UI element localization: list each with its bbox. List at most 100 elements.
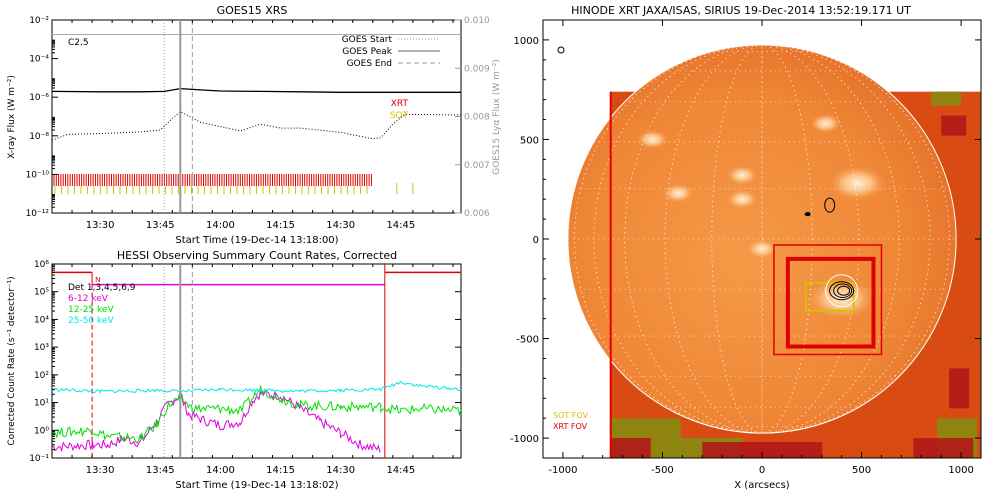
- bright-region: [746, 239, 778, 259]
- hessi-xtick-label: 13:45: [146, 465, 175, 476]
- goes-y2tick-label: 0.006: [464, 209, 490, 219]
- goes-y2tick-label: 0.009: [464, 64, 490, 74]
- xrt-ytick-label: 1000: [514, 36, 539, 47]
- goes-xtick-label: 13:30: [86, 220, 115, 231]
- hessi-xtick-label: 14:00: [206, 465, 235, 476]
- grid-longitude: [574, 44, 950, 434]
- corner-patch: [913, 438, 974, 458]
- goes-ylabel-right: GOES15 Lyα Flux (W m⁻²): [492, 59, 502, 175]
- corner-patch: [610, 438, 651, 458]
- goes-sot-obs-marks: [54, 183, 414, 194]
- hessi-event-markers: [163, 264, 193, 458]
- hessi-x-ticks: 13:30 13:45 14:00 14:15 14:30 14:45: [71, 264, 454, 476]
- hessi-xtick-label: 14:45: [386, 465, 415, 476]
- bright-region: [810, 113, 842, 134]
- hessi-xtick-label: 14:15: [266, 465, 295, 476]
- hessi-ylabel: Corrected Count Rate (s⁻¹ detector⁻¹): [7, 276, 17, 445]
- corner-patch: [702, 442, 823, 458]
- hessi-legend-12-25: 12-25 keV: [68, 305, 114, 315]
- hessi-night-label: N: [95, 276, 100, 284]
- legend-sot-fov: SOT FOV: [553, 411, 589, 420]
- solar-limb: [567, 44, 957, 434]
- goes-legend: GOES Start GOES Peak GOES End XRT SOT: [342, 35, 440, 121]
- hessi-legend-25-50: 25-50 keV: [68, 316, 114, 326]
- goes-y2tick-label: 0.007: [464, 161, 490, 171]
- xrt-ytick-label: -1000: [510, 434, 539, 445]
- hessi-series-line: [51, 388, 381, 453]
- xrt-xtick-label: -500: [651, 465, 674, 476]
- xrt-fov-box: [773, 244, 883, 356]
- image-corner-artifacts: [610, 91, 978, 458]
- xrt-y-ticks: 1000 500 0 -500 -1000: [510, 36, 981, 445]
- xrt-panel: HINODE XRT JAXA/ISAS, SIRIUS 19-Dec-2014…: [510, 4, 982, 491]
- goes-xtick-label: 13:45: [146, 220, 175, 231]
- flare-contour: [829, 281, 855, 301]
- goes-xlabel: Start Time (19-Dec-14 13:18:00): [175, 235, 338, 246]
- hessi-ytick-label: 10¹: [34, 399, 49, 409]
- sot-fov-box: [804, 281, 855, 312]
- corner-patch: [949, 368, 970, 409]
- goes-ytick-label: 10⁻²: [29, 16, 49, 26]
- grid-longitude: [711, 44, 813, 434]
- goes-xtick-label: 14:15: [266, 220, 295, 231]
- hessi-title: HESSI Observing Summary Count Rates, Cor…: [117, 249, 397, 262]
- secondary-contour: [804, 212, 811, 217]
- hessi-ytick-label: 10²: [34, 371, 49, 381]
- goes-xtick-label: 14:45: [386, 220, 415, 231]
- goes-series: [51, 34, 462, 141]
- goes-ylabel: X-ray Flux (W m⁻²): [7, 75, 17, 159]
- hessi-series-line: [51, 380, 462, 395]
- goes-y2-ticks: 0.006 0.007 0.008 0.009 0.010: [455, 16, 490, 219]
- xrt-xlabel: X (arcsecs): [734, 480, 790, 491]
- hessi-ytick-label: 10⁶: [34, 260, 49, 270]
- corner-patch: [931, 91, 962, 106]
- hessi-panel: HESSI Observing Summary Count Rates, Cor…: [7, 249, 462, 491]
- xrt-fov-box: [785, 256, 876, 349]
- legend-xrt: XRT: [391, 99, 409, 109]
- bright-region: [726, 165, 758, 185]
- hessi-ytick-label: 10³: [34, 343, 49, 353]
- goes-ytick-label: 10⁻⁸: [29, 132, 49, 142]
- hessi-ytick-label: 10⁻¹: [29, 454, 49, 464]
- fov-boxes: [773, 244, 883, 356]
- goes-ytick-label: 10⁻¹²: [26, 209, 50, 219]
- xrt-xtick-label: -1000: [548, 465, 577, 476]
- hessi-xtick-label: 13:30: [86, 465, 115, 476]
- goes-long-line: [51, 87, 461, 93]
- xrt-x-ticks: -1000 -500 0 500 1000: [548, 20, 974, 476]
- legend-goes-peak: GOES Peak: [342, 47, 392, 57]
- corner-marker-circle: [557, 46, 565, 54]
- goes-xtick-label: 14:30: [326, 220, 355, 231]
- xrt-xtick-label: 1000: [948, 465, 973, 476]
- grid-longitude: [761, 44, 763, 434]
- hessi-xtick-label: 14:30: [326, 465, 355, 476]
- bright-regions: [636, 113, 887, 320]
- flare-contour-outer: [825, 274, 859, 308]
- legend-sot: SOT: [390, 111, 409, 121]
- xrt-xtick-label: 0: [759, 465, 765, 476]
- goes-x-ticks: 13:30 13:45 14:00 14:15 14:30 14:45: [71, 20, 454, 231]
- legend-goes-start: GOES Start: [342, 35, 393, 45]
- hessi-legend-title: Det 1,3,4,5,6,9: [68, 283, 136, 293]
- xrt-ytick-label: -500: [516, 335, 539, 346]
- flare-contour: [833, 283, 853, 299]
- xrt-xtick-label: 500: [852, 465, 871, 476]
- hessi-legend-6-12: 6-12 keV: [68, 294, 109, 304]
- goes-xrt-obs-marks: [53, 174, 372, 186]
- goes-event-markers: [163, 20, 193, 213]
- goes-panel: GOES15 XRS 10⁻¹² 10⁻¹⁰ 10⁻⁸ 10⁻⁶ 10⁻⁴ 10⁻² 0.…: [7, 4, 502, 246]
- hessi-ytick-label: 10⁵: [34, 288, 49, 298]
- bright-region: [807, 277, 876, 320]
- bright-region: [662, 183, 694, 203]
- grid-longitude: [593, 44, 931, 434]
- hessi-ytick-label: 10⁰: [34, 426, 49, 436]
- grid-longitude: [664, 44, 860, 434]
- goes-ytick-label: 10⁻¹⁰: [26, 170, 50, 180]
- legend-goes-end: GOES End: [347, 59, 392, 69]
- legend-xrt-fov: XRT FOV: [553, 422, 588, 431]
- goes-y-ticks: 10⁻¹² 10⁻¹⁰ 10⁻⁸ 10⁻⁶ 10⁻⁴ 10⁻²: [26, 16, 58, 219]
- goes-xtick-label: 14:00: [206, 220, 235, 231]
- bright-region: [726, 189, 758, 209]
